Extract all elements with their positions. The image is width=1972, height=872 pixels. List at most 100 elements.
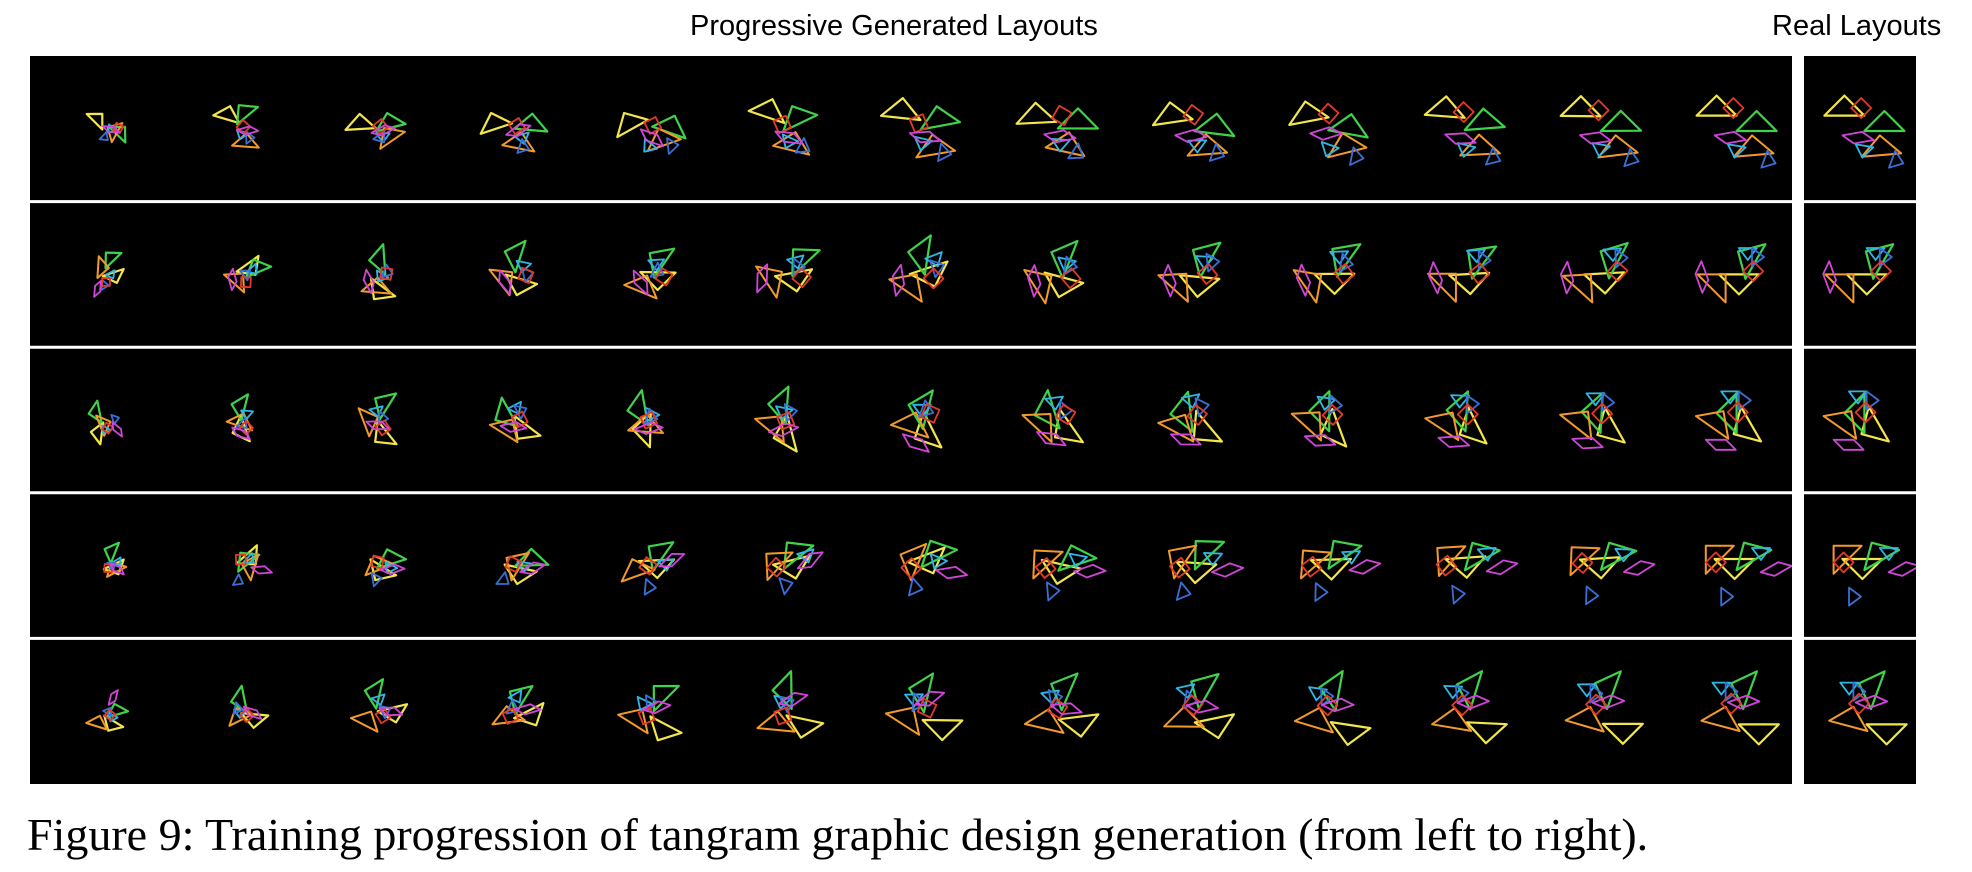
parallelogram-magenta — [499, 421, 528, 433]
small-triangle-blue — [645, 694, 659, 712]
square-red — [372, 118, 389, 135]
medium-triangle-orange — [915, 133, 957, 159]
large-triangle-yellow — [1737, 723, 1780, 746]
square-red — [1051, 104, 1073, 126]
large-triangle-green — [1463, 107, 1506, 132]
small-triangle-blue — [1175, 581, 1192, 601]
large-triangle-green — [363, 678, 385, 710]
small-triangle-blue — [1888, 149, 1905, 169]
square-red — [1169, 556, 1191, 579]
small-triangle-cyan — [1341, 550, 1361, 565]
parallelogram-magenta — [1704, 438, 1737, 451]
parallelogram-magenta — [639, 128, 664, 148]
tangram-layout — [1822, 390, 1890, 451]
small-triangle-cyan — [1720, 390, 1741, 405]
small-triangle-blue — [1589, 683, 1604, 704]
tangram-layout — [1559, 95, 1643, 168]
real-layouts-grid — [1804, 94, 1916, 746]
large-triangle-yellow — [85, 112, 104, 131]
large-triangle-yellow — [1465, 721, 1508, 745]
square-red — [1451, 694, 1474, 717]
square-red — [1704, 551, 1727, 574]
small-triangle-blue — [1328, 394, 1343, 415]
parallelogram-magenta — [1348, 559, 1382, 575]
small-triangle-blue — [1454, 684, 1470, 705]
square-red — [1046, 698, 1069, 720]
small-triangle-blue — [1208, 143, 1225, 162]
square-red — [908, 113, 929, 134]
parallelogram-magenta — [1303, 434, 1337, 447]
medium-triangle-orange — [1157, 413, 1195, 443]
large-triangle-yellow — [1288, 100, 1330, 127]
small-triangle-blue — [98, 131, 109, 141]
large-triangle-yellow — [913, 410, 943, 449]
tangram-layout — [1704, 541, 1792, 607]
small-triangle-cyan — [1456, 142, 1477, 158]
square-red — [101, 277, 111, 287]
parallelogram-magenta — [767, 422, 800, 437]
header-generated-layouts: Progressive Generated Layouts — [690, 10, 1098, 42]
small-triangle-blue — [235, 416, 248, 429]
square-red — [1186, 404, 1208, 426]
small-triangle-cyan — [1068, 552, 1088, 569]
parallelogram-magenta — [1726, 694, 1761, 710]
real-layouts-panel — [1804, 56, 1916, 784]
tangram-layout — [1559, 242, 1629, 304]
medium-triangle-orange — [357, 407, 379, 438]
large-triangle-green — [1599, 541, 1638, 572]
small-triangle-blue — [908, 577, 924, 597]
square-red — [1722, 97, 1745, 119]
large-triangle-green — [791, 248, 821, 277]
small-triangle-cyan — [1057, 256, 1077, 272]
small-triangle-cyan — [647, 258, 665, 272]
tangram-layout — [765, 541, 824, 596]
parallelogram-magenta — [242, 705, 263, 720]
small-triangle-blue — [1751, 247, 1765, 267]
parallelogram-magenta — [1295, 263, 1311, 297]
medium-triangle-orange — [1163, 705, 1205, 728]
small-triangle-blue — [1349, 146, 1365, 166]
square-red — [1571, 552, 1594, 574]
tangram-layout — [1157, 241, 1222, 303]
square-red — [643, 116, 663, 135]
parallelogram-magenta — [658, 552, 686, 568]
large-triangle-yellow — [103, 714, 125, 732]
square-red — [1196, 263, 1219, 286]
large-triangle-yellow — [1717, 273, 1761, 296]
large-triangle-yellow — [235, 254, 260, 276]
parallelogram-magenta — [1161, 263, 1177, 298]
parallelogram-magenta — [102, 125, 121, 134]
small-triangle-cyan — [1726, 143, 1747, 159]
large-triangle-yellow — [479, 111, 514, 135]
small-triangle-cyan — [1466, 248, 1486, 264]
large-triangle-green — [771, 670, 793, 710]
parallelogram-magenta — [1694, 260, 1710, 294]
tangram-layout — [1424, 390, 1488, 448]
small-triangle-cyan — [1194, 255, 1215, 270]
large-triangle-green — [374, 392, 398, 421]
large-triangle-yellow — [1823, 94, 1866, 117]
large-triangle-yellow — [1845, 273, 1888, 296]
medium-triangle-orange — [1023, 708, 1065, 734]
small-triangle-cyan — [1602, 247, 1623, 262]
large-triangle-green — [1033, 389, 1061, 430]
small-triangle-cyan — [370, 693, 386, 706]
small-triangle-cyan — [1751, 547, 1771, 561]
tangram-layout — [755, 248, 821, 299]
large-triangle-yellow — [649, 715, 683, 742]
small-triangle-cyan — [1443, 685, 1463, 700]
medium-triangle-orange — [646, 127, 682, 152]
parallelogram-magenta — [1427, 261, 1443, 295]
large-triangle-green — [514, 547, 550, 567]
tangram-layout — [1564, 670, 1644, 745]
parallelogram-magenta — [379, 563, 406, 575]
small-triangle-cyan — [375, 132, 391, 144]
small-triangle-cyan — [1848, 390, 1868, 405]
tangram-layout — [93, 251, 125, 298]
tangram-layout — [479, 111, 549, 154]
medium-triangle-orange — [1828, 705, 1869, 732]
parallelogram-magenta — [774, 130, 804, 145]
tangram-layout — [1823, 94, 1906, 169]
large-triangle-green — [508, 684, 534, 716]
small-triangle-blue — [1338, 252, 1354, 273]
